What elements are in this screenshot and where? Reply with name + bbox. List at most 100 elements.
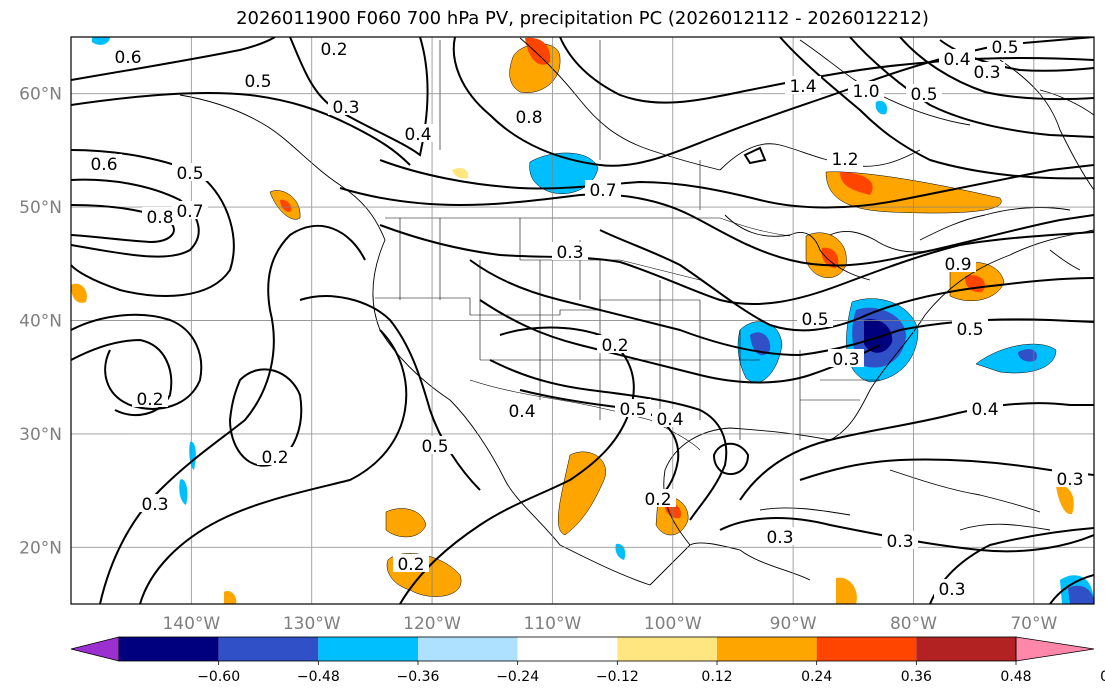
colorbar-segment (816, 637, 917, 661)
colorbar-tick-label: 0.12 (701, 669, 732, 685)
contour-label-bg (828, 349, 864, 367)
longitude-label: 140°W (162, 614, 220, 634)
latitude-label: 30°N (19, 425, 62, 445)
colorbar-segment (318, 637, 418, 661)
contour-label: 0.3 (141, 495, 168, 515)
coastlines (179, 37, 1094, 586)
contour-label: 0.5 (244, 72, 271, 92)
contour-label-bg (257, 447, 293, 465)
map-frame (70, 36, 1095, 605)
longitude-label: 110°W (524, 614, 582, 634)
contour-label: 0.5 (421, 437, 448, 457)
colorbar-tick-label: −0.12 (596, 669, 639, 685)
latitude-label: 40°N (19, 312, 62, 332)
contour-label: 0.8 (515, 108, 542, 128)
contour-label-bg (142, 207, 178, 225)
contour-label-bg (400, 124, 436, 142)
contour-label-bg (172, 201, 208, 219)
contour-label: 0.6 (90, 155, 117, 175)
contour-label: 1.2 (831, 150, 858, 170)
contour-label-bg (552, 242, 588, 260)
contour-label-bg (934, 579, 970, 597)
contour-label-bg (640, 489, 676, 507)
colorbar-tick-label: −0.48 (297, 669, 340, 685)
colorbar-tick-label: −0.24 (496, 669, 539, 685)
contour-label-bg (597, 335, 633, 353)
contour-label-bg (240, 71, 276, 89)
colorbar-tick-label: −0.60 (197, 669, 240, 685)
contour-label: 0.8 (146, 208, 173, 228)
contour-label-bg (969, 62, 1005, 80)
latitude-label: 60°N (19, 85, 62, 105)
contour-label-bg (615, 399, 651, 417)
political-borders (375, 40, 880, 451)
latitude-labels: 60°N 50°N 40°N 30°N 20°N (19, 85, 62, 559)
contour-label: 0.3 (886, 532, 913, 552)
contour-label: 0.2 (261, 448, 288, 468)
contour-label-bg (137, 494, 173, 512)
colorbar-segment (617, 637, 717, 661)
contour-label-bg (848, 81, 884, 99)
longitude-label: 90°W (770, 614, 817, 634)
contour-label: 0.3 (938, 580, 965, 600)
contour-label: 0.3 (556, 243, 583, 263)
longitude-label: 120°W (403, 614, 461, 634)
contour-label: 0.4 (943, 50, 970, 70)
contour-label-bg (172, 163, 208, 181)
precipitation-shading (71, 37, 1094, 604)
colorbar-segment (218, 637, 319, 661)
contour-label-bg (393, 554, 429, 572)
contour-label: 1.0 (852, 82, 879, 102)
colorbar-tick-label: −0.36 (397, 669, 440, 685)
contour-label-bg (316, 39, 352, 57)
contour-label-bg (952, 319, 988, 337)
contour-label-bg (906, 84, 942, 102)
colorbar-segment (916, 637, 1016, 661)
contour-label-bg (987, 37, 1023, 55)
contour-label: 0.3 (766, 528, 793, 548)
contour-label-bg (86, 154, 122, 172)
map-title: 2026011900 F060 700 hPa PV, precipitatio… (236, 8, 929, 29)
contour-label-bg (511, 107, 547, 125)
contour-label: 0.4 (971, 400, 998, 420)
colorbar-segment (517, 637, 618, 661)
contour-label-bg (328, 97, 364, 115)
contour-label: 0.5 (956, 320, 983, 340)
contour-label: 0.2 (320, 40, 347, 60)
contour-label-bg (417, 436, 453, 454)
contour-label-bg (967, 399, 1003, 417)
contour-label: 0.6 (114, 48, 141, 68)
contour-label-bg (132, 389, 168, 407)
contour-label-bg (827, 149, 863, 167)
graticule (71, 37, 1094, 604)
colorbar-segment (717, 637, 817, 661)
contour-label: 0.2 (644, 490, 671, 510)
contour-label-bg (939, 49, 975, 67)
colorbar-tick-label: 0.36 (901, 669, 932, 685)
longitude-label: 100°W (644, 614, 702, 634)
contour-labels: 0.6 0.20.50.30.40.81.4 1.0 0.50.40.30.50.6 0… (86, 37, 1088, 600)
colorbar-tick-label: 0.24 (801, 669, 832, 685)
contour-label-bg (762, 527, 798, 545)
colorbar-segment (418, 637, 518, 661)
contour-label: 0.5 (801, 310, 828, 330)
contour-label: 0.3 (973, 63, 1000, 83)
contour-label-bg (504, 401, 540, 419)
contour-label: 0.5 (619, 400, 646, 420)
contour-label: 0.7 (176, 202, 203, 222)
contour-label-bg (1052, 469, 1088, 487)
contour-label: 0.3 (832, 350, 859, 370)
contour-label: 0.4 (508, 402, 535, 422)
contour-label: 0.3 (1056, 470, 1083, 490)
contour-label-bg (785, 76, 821, 94)
contour-label-bg (797, 309, 833, 327)
longitude-label: 70°W (1010, 614, 1057, 634)
contour-label: 0.5 (991, 38, 1018, 58)
colorbar-segment (119, 637, 219, 661)
contour-label: 0.2 (397, 555, 424, 575)
contour-label: 0.3 (332, 98, 359, 118)
contour-label: 0.2 (136, 390, 163, 410)
colorbar: −0.60 −0.48 −0.36 −0.24 −0.12 0.12 0.24 0.36 0.4… (70, 636, 1105, 685)
colorbar-tick-label: 0.48 (1000, 669, 1031, 685)
